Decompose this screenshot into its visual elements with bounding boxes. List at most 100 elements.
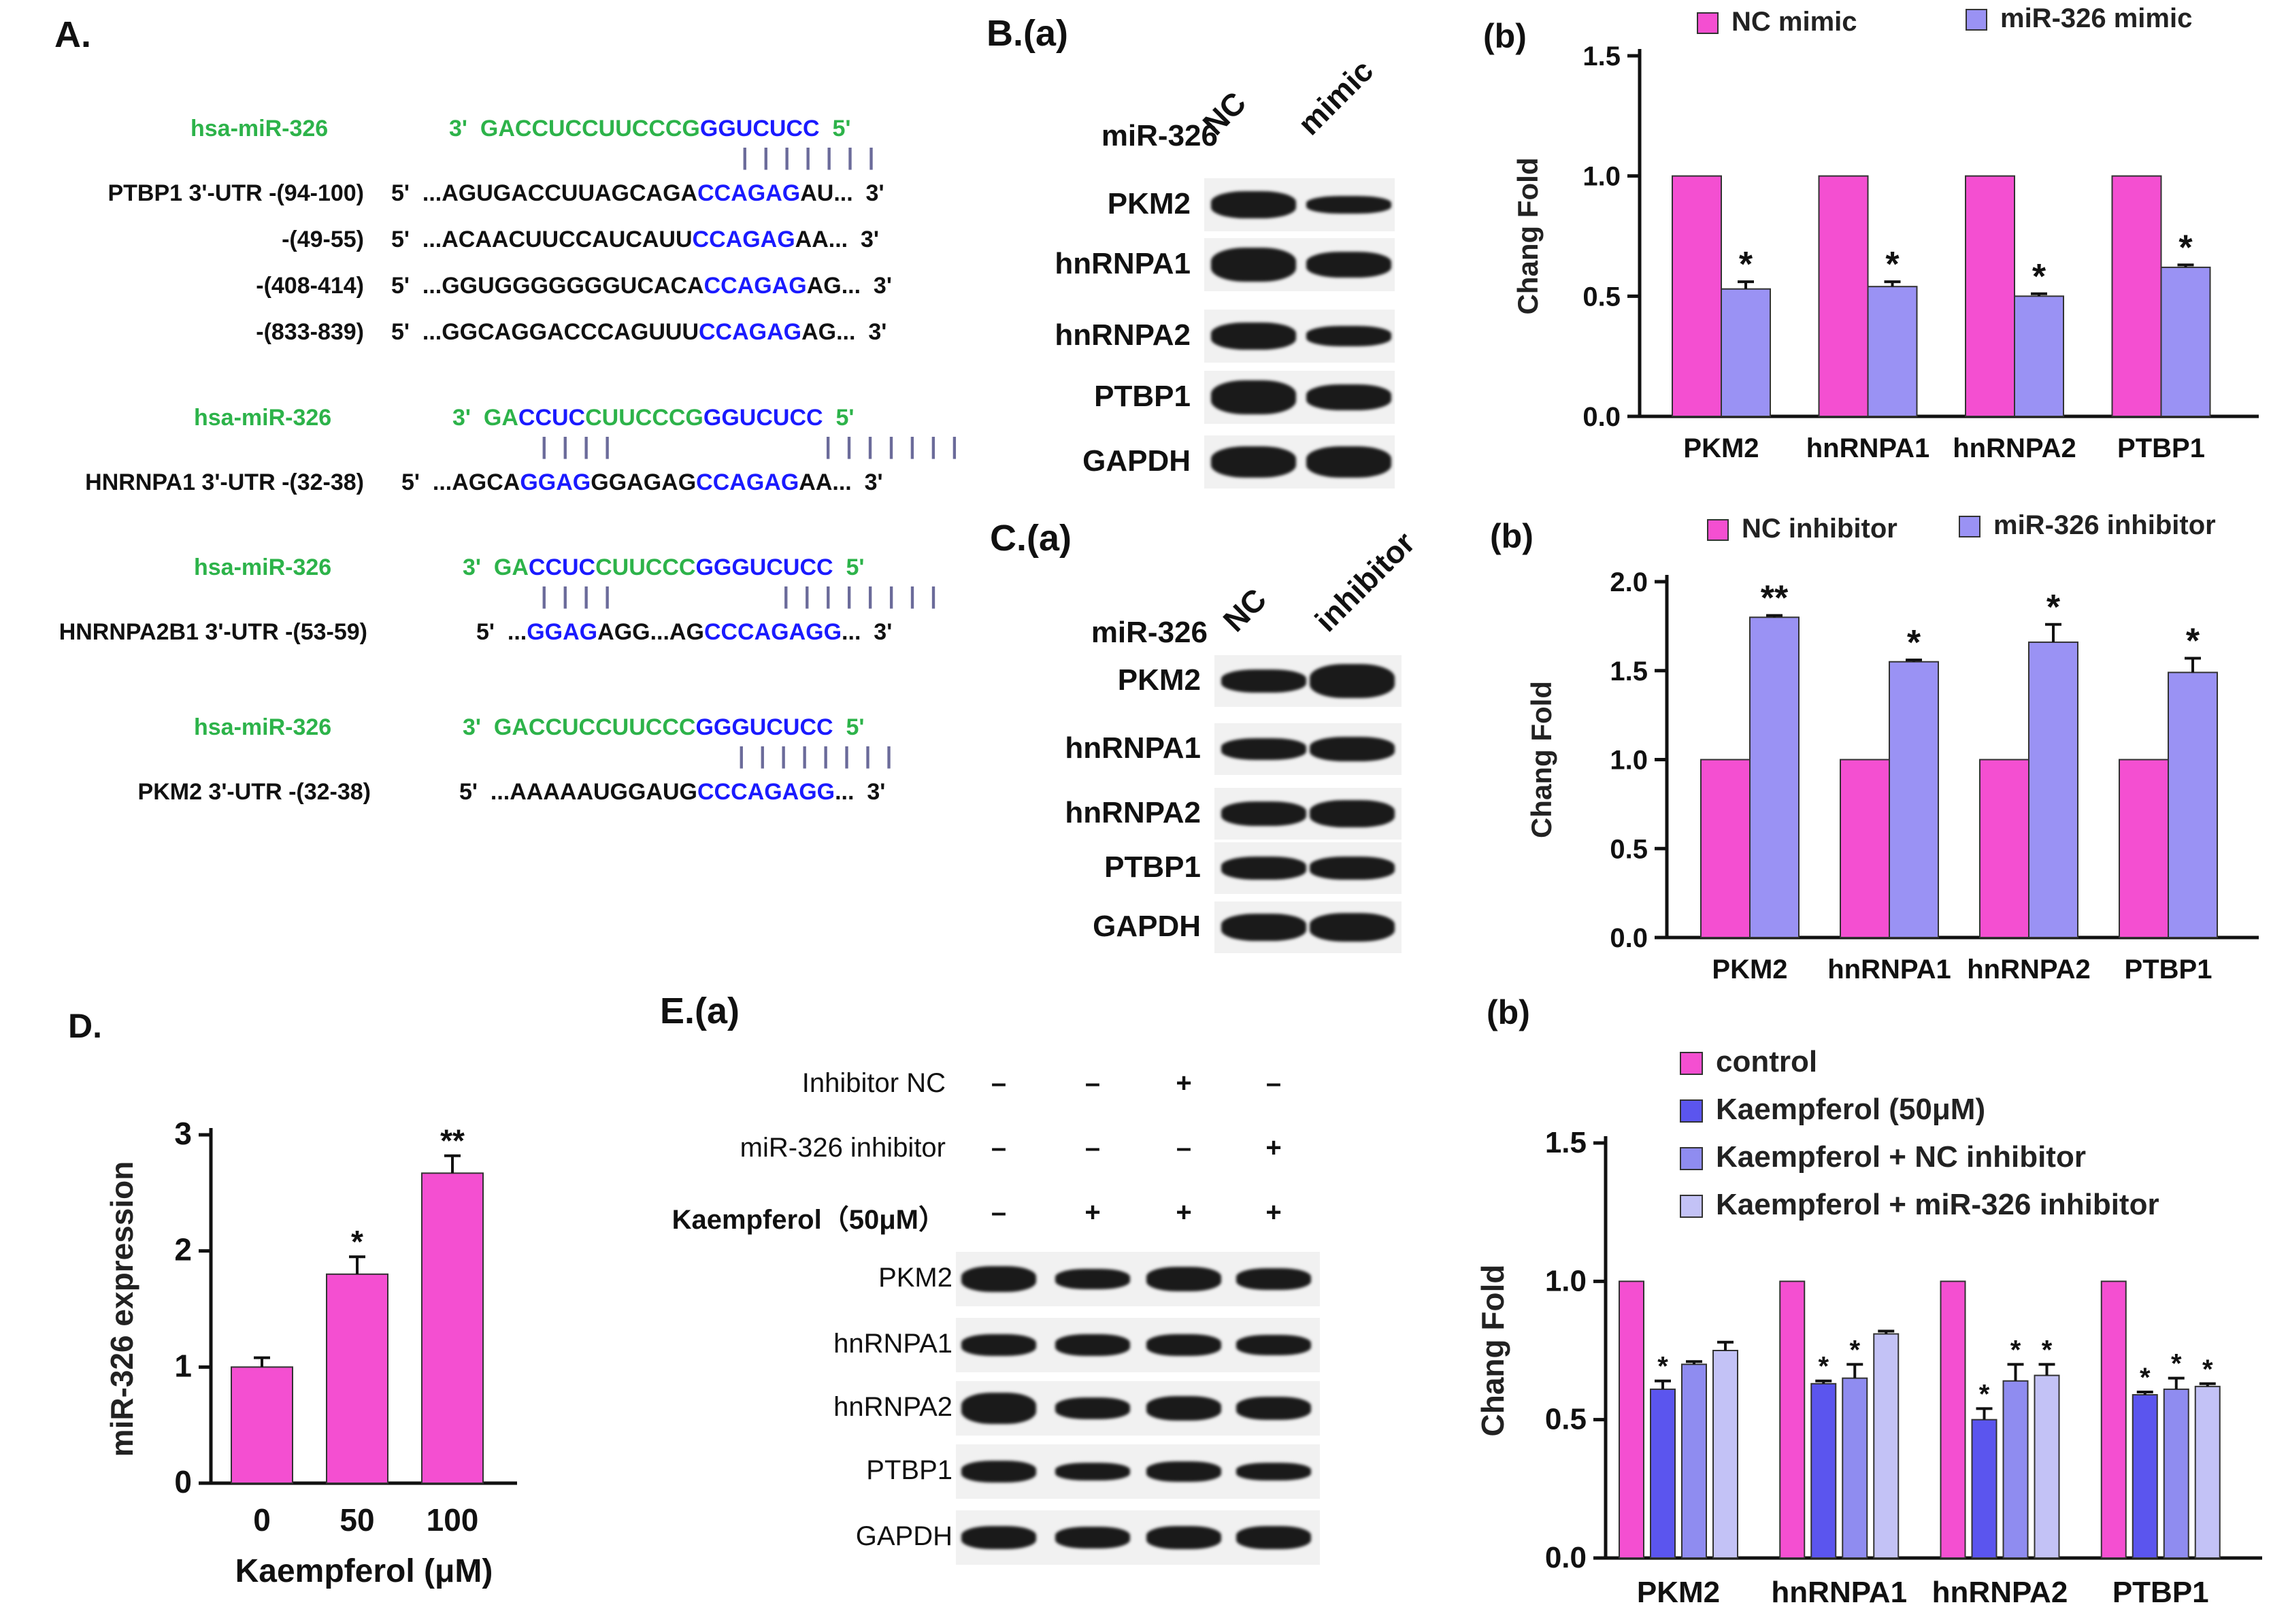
significance-mark: **	[1761, 579, 1789, 618]
protein-label: PKM2	[1107, 187, 1191, 220]
legend-swatch	[1680, 1147, 1703, 1170]
target-sequence: 5' ...AGCAGGAGGGAGAGCCAGAGAA... 3'	[401, 469, 883, 496]
legend-swatch	[1680, 1052, 1703, 1075]
condition-sign: –	[1084, 1133, 1101, 1163]
category-label: PKM2	[1637, 1576, 1720, 1609]
sequence-segment: 3' GA	[463, 554, 529, 580]
protein-band	[1055, 1463, 1130, 1480]
bar	[1940, 1280, 1966, 1559]
bar	[2028, 641, 2078, 938]
sequence-segment: CCUC	[518, 405, 586, 431]
category-label: PTBP1	[2125, 955, 2212, 984]
sequence-segment: CCCAGAGG	[703, 619, 842, 645]
target-utr-label: PKM2 3'-UTR -(32-38)	[137, 779, 371, 805]
legend-label: control	[1716, 1045, 1817, 1078]
y-tick-label: 0.0	[1545, 1541, 1587, 1574]
y-tick-label: 0	[174, 1464, 192, 1499]
y-tick-label: 0.5	[1545, 1403, 1587, 1436]
category-label: PKM2	[1712, 955, 1787, 984]
protein-band	[1055, 1269, 1130, 1289]
protein-band	[1146, 1334, 1221, 1356]
protein-label: PKM2	[878, 1263, 952, 1293]
base-pairing: | | | | | | | |	[738, 743, 897, 769]
y-tick-label: 1.5	[1582, 42, 1621, 71]
protein-band	[1236, 1397, 1311, 1420]
significance-mark: *	[2171, 1349, 2182, 1379]
y-tick-label: 1.5	[1610, 657, 1648, 686]
category-label: hnRNPA2	[1967, 955, 2090, 984]
chart-bb: (b) 0.0 0.5 1.0 1.5 Chang Fold PKM2 * hnRNPA1 * hn…	[1483, 3, 2259, 463]
legend-label: NC inhibitor	[1742, 514, 1897, 544]
protein-band	[1055, 1334, 1130, 1356]
sequence-segment: CCCAGAGG	[697, 779, 835, 805]
sequence-segment: CCAGAG	[697, 180, 801, 206]
bar	[1873, 1333, 1900, 1559]
y-axis-label: Chang Fold	[1525, 681, 1557, 838]
category-label: 50	[339, 1502, 374, 1538]
category-label: hnRNPA2	[1953, 433, 2076, 463]
target-sequence: 5' ...GGUGGGGGGGUCACACCAGAGAG... 3'	[391, 273, 892, 299]
y-tick-label: 1.0	[1610, 746, 1648, 776]
target-utr-label: HNRNPA1 3'-UTR -(32-38)	[85, 469, 364, 495]
protein-label: PTBP1	[1094, 380, 1191, 413]
sequence-segment: 3' GA	[452, 405, 518, 431]
x-axis-label: Kaempferol (μM)	[235, 1553, 493, 1589]
significance-mark: *	[1739, 245, 1753, 284]
legend-label: miR-326 mimic	[2000, 3, 2192, 33]
bar	[1700, 759, 1751, 938]
mirna-name: hsa-miR-326	[194, 554, 332, 580]
y-axis-label: miR-326 expression	[104, 1161, 139, 1457]
sequence-segment: 5' ...	[476, 619, 527, 645]
condition-sign: +	[1265, 1197, 1282, 1227]
sequence-segment: AU... 3'	[800, 180, 884, 206]
bar	[2194, 1385, 2221, 1559]
protein-band	[1310, 800, 1395, 827]
sequence-segment: GGUCUCC	[699, 116, 820, 142]
sequence-segment: AA... 3'	[799, 469, 883, 495]
condition-label: Kaempferol（50μM）	[672, 1205, 946, 1235]
protein-label: PKM2	[1117, 663, 1201, 697]
chart-d: D. 0 1 2 3 miR-326 expression 0 50 * 100 ** Kaempfe…	[68, 1007, 517, 1589]
target-utr-label: HNRNPA2B1 3'-UTR -(53-59)	[59, 619, 367, 645]
sequence-segment: 5' ...AGCA	[401, 469, 520, 495]
protein-label: hnRNPA2	[1055, 318, 1191, 352]
condition-label: Inhibitor NC	[801, 1068, 946, 1098]
legend-label: NC mimic	[1731, 7, 1857, 37]
protein-label: PTBP1	[1104, 850, 1201, 884]
protein-band	[1211, 446, 1296, 478]
protein-band	[1221, 857, 1306, 880]
bar	[421, 1172, 484, 1484]
sequence-segment: 5'	[819, 116, 851, 142]
y-tick-label: 0.0	[1610, 923, 1648, 953]
sequence-segment: GGGUCUCC	[695, 554, 833, 580]
protein-band	[1146, 1526, 1221, 1549]
sequence-segment: CCAGAG	[696, 469, 799, 495]
target-sequence: 5' ...AGUGACCUUAGCAGACCAGAGAU... 3'	[391, 180, 884, 207]
sequence-segment: 5' ...ACAACUUCCAUCAUU	[391, 227, 693, 252]
lane-label: mimic	[1291, 52, 1380, 142]
protein-label: hnRNPA1	[1055, 247, 1191, 280]
legend-swatch	[1680, 1099, 1703, 1123]
significance-mark: *	[2186, 621, 2200, 661]
bar	[1971, 1419, 1998, 1559]
sequence-segment: AG... 3'	[806, 273, 892, 299]
y-tick-label: 0.0	[1582, 402, 1621, 432]
mirna-sequence: 3' GACCUCCUUCCCGGGUCUCC 5'	[449, 116, 850, 142]
mirna-name: hsa-miR-326	[194, 405, 332, 431]
bar	[1842, 1377, 1868, 1559]
sequence-segment: 5'	[833, 714, 865, 740]
condition-sign: –	[1265, 1068, 1282, 1098]
bar	[1779, 1280, 1806, 1559]
protein-band	[961, 1393, 1036, 1424]
condition-sign: +	[1084, 1197, 1101, 1227]
protein-band	[1236, 1335, 1311, 1355]
condition-sign: +	[1176, 1068, 1192, 1098]
sequence-segment: 5' ...AAAAAUGGAUG	[459, 779, 697, 805]
base-pairing: | | | | | | | | | | |	[541, 433, 962, 459]
sequence-segment: GGAG	[520, 469, 591, 495]
mirna-sequence: 3' GACCUCCUUCCCGGGUCUCC 5'	[463, 554, 864, 581]
category-label: hnRNPA1	[1806, 433, 1929, 463]
y-tick-label: 1.5	[1545, 1126, 1587, 1159]
mirna-name: hsa-miR-326	[190, 116, 329, 142]
protein-band	[1146, 1267, 1221, 1291]
